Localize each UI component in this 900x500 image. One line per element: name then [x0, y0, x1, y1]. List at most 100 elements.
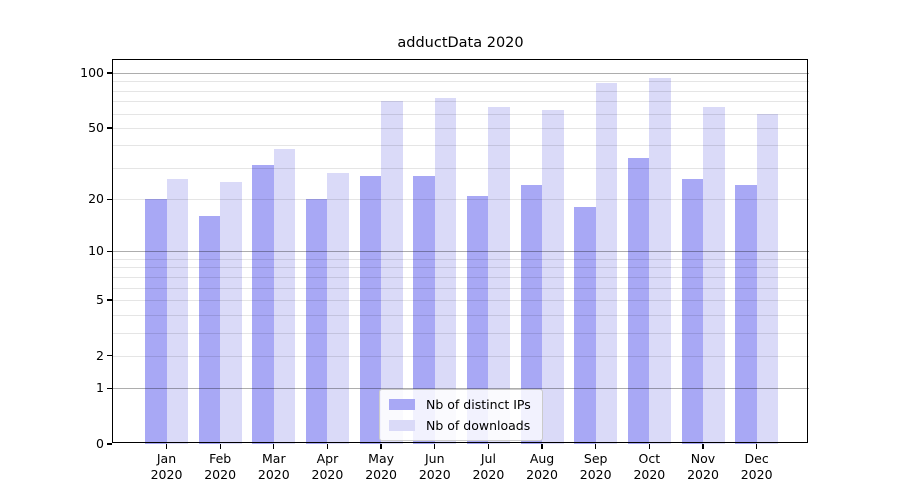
bar-nb-of-downloads-oct	[649, 77, 671, 444]
bar-nb-of-downloads-aug	[542, 109, 564, 444]
gridline-major-1	[112, 388, 809, 390]
x-tick-label-dec: Dec 2020	[725, 451, 789, 483]
x-tick-month-mar: Mar	[262, 451, 286, 466]
x-tick-label-aug: Aug 2020	[510, 451, 574, 483]
x-tick-month-apr: Apr	[316, 451, 339, 466]
bar-nb-of-downloads-feb	[220, 182, 242, 444]
x-tick-year-dec: 2020	[740, 467, 773, 482]
x-tick-label-nov: Nov 2020	[671, 451, 735, 483]
legend-label-downloads: Nb of downloads	[426, 418, 531, 433]
gridline-minor-80	[112, 90, 809, 92]
gridline-minor-2	[112, 355, 809, 357]
legend-swatch-distinct-ips	[389, 399, 415, 410]
x-tick-year-sep: 2020	[579, 467, 612, 482]
y-tick-2	[107, 355, 112, 357]
bar-nb-of-distinct-ips-oct	[627, 158, 650, 444]
gridline-minor-60	[112, 113, 809, 115]
x-tick-month-jul: Jul	[480, 451, 496, 466]
bar-nb-of-distinct-ips-jan	[145, 199, 167, 444]
x-tick-year-feb: 2020	[204, 467, 237, 482]
gridline-minor-4	[112, 314, 809, 316]
y-tick-1	[107, 387, 112, 389]
x-tick-month-oct: Oct	[638, 451, 661, 466]
bar-nb-of-distinct-ips-may	[359, 176, 382, 444]
bar-nb-of-downloads-sep	[595, 83, 618, 444]
y-tick-0	[107, 443, 112, 445]
x-tick-year-may: 2020	[365, 467, 397, 482]
x-tick-label-feb: Feb 2020	[188, 451, 252, 483]
legend-label-distinct-ips: Nb of distinct IPs	[426, 397, 531, 412]
bar-nb-of-distinct-ips-jun	[413, 176, 435, 444]
y-tick-50	[107, 127, 112, 129]
x-tick-month-sep: Sep	[583, 451, 608, 466]
x-tick-year-aug: 2020	[526, 467, 558, 482]
gridline-minor-90	[112, 81, 809, 83]
gridline-minor-50	[112, 127, 809, 129]
legend-swatch-downloads	[389, 420, 415, 431]
x-tick-month-jun: Jun	[424, 451, 445, 466]
x-tick-year-jun: 2020	[418, 467, 451, 482]
legend-entry-distinct-ips: Nb of distinct IPs	[389, 397, 531, 412]
bar-nb-of-distinct-ips-sep	[574, 207, 596, 444]
chart-title: adductData 2020	[397, 35, 524, 51]
y-tick-label-10: 10	[88, 243, 104, 259]
bar-nb-of-downloads-jun	[434, 98, 457, 444]
gridline-minor-8	[112, 267, 809, 269]
gridline-minor-9	[112, 258, 809, 260]
bar-nb-of-distinct-ips-mar	[252, 165, 274, 444]
x-tick-label-oct: Oct 2020	[617, 451, 681, 483]
y-tick-label-0: 0	[96, 436, 104, 451]
legend-entry-downloads: Nb of downloads	[389, 418, 531, 433]
bar-nb-of-distinct-ips-nov	[681, 179, 703, 444]
x-tick-label-jan: Jan 2020	[135, 451, 199, 483]
bar-nb-of-downloads-mar	[273, 149, 296, 444]
gridline-major-100	[112, 73, 809, 74]
x-tick-oct	[648, 444, 650, 449]
x-tick-year-nov: 2020	[687, 467, 719, 482]
x-tick-mar	[273, 444, 275, 449]
x-tick-jul	[487, 444, 490, 449]
bar-nb-of-distinct-ips-apr	[305, 199, 328, 444]
x-tick-month-jan: Jan	[156, 451, 177, 466]
x-tick-feb	[219, 444, 221, 449]
bar-nb-of-downloads-jul	[488, 107, 510, 444]
y-tick-label-2: 2	[96, 347, 104, 363]
x-tick-nov	[702, 444, 704, 449]
bar-nb-of-downloads-nov	[703, 107, 725, 444]
x-tick-jan	[165, 444, 168, 449]
x-tick-sep	[595, 444, 597, 449]
y-tick-20	[107, 198, 112, 200]
x-tick-aug	[541, 444, 543, 449]
y-tick-label-5: 5	[96, 291, 104, 307]
y-tick-label-20: 20	[88, 191, 104, 207]
bar-nb-of-downloads-may	[381, 101, 403, 444]
bar-nb-of-distinct-ips-feb	[198, 216, 221, 444]
y-tick-5	[107, 299, 112, 301]
x-tick-apr	[326, 444, 329, 449]
y-tick-label-1: 1	[96, 380, 104, 396]
x-tick-jun	[434, 444, 436, 449]
x-tick-label-mar: Mar 2020	[242, 451, 306, 483]
x-tick-year-mar: 2020	[257, 467, 290, 482]
bar-nb-of-downloads-dec	[756, 113, 779, 444]
x-tick-month-nov: Nov	[690, 451, 716, 466]
bar-nb-of-downloads-apr	[327, 173, 349, 444]
x-tick-label-apr: Apr 2020	[295, 451, 359, 483]
x-tick-label-sep: Sep 2020	[564, 451, 628, 483]
legend: Nb of distinct IPs Nb of downloads	[379, 389, 543, 441]
gridline-minor-40	[112, 145, 809, 147]
x-tick-label-may: May 2020	[349, 451, 413, 483]
gridline-minor-6	[112, 287, 809, 289]
gridline-minor-20	[112, 199, 809, 201]
gridline-minor-70	[112, 101, 809, 103]
x-tick-may	[380, 444, 382, 449]
x-tick-year-apr: 2020	[311, 467, 344, 482]
y-tick-10	[107, 250, 112, 252]
x-tick-month-dec: Dec	[744, 451, 769, 466]
gridline-major-10	[112, 251, 809, 253]
x-tick-month-feb: Feb	[209, 451, 232, 466]
bar-nb-of-distinct-ips-jul	[466, 195, 489, 444]
x-tick-year-jul: 2020	[472, 467, 505, 482]
y-tick-100	[107, 72, 112, 74]
